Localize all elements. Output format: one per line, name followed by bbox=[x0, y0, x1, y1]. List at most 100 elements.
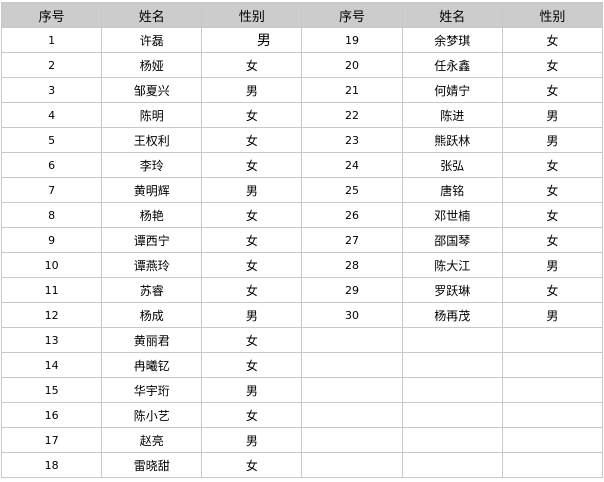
table-row: 5 王权利女 23 熊跃林男 bbox=[0, 127, 604, 153]
cell-gender: 女 bbox=[201, 102, 303, 128]
cell-number: 28 bbox=[301, 252, 403, 278]
cell-gender: 男 bbox=[501, 127, 604, 153]
header-name: 姓名 bbox=[101, 2, 203, 28]
cell-gender: 男 bbox=[501, 102, 604, 128]
table-row: 3 邹夏兴男 21 何婧宁女 bbox=[0, 77, 604, 103]
table-row: 8 杨艳女 26 邓世楠女 bbox=[0, 202, 604, 228]
table-row: 9 谭西宁女 27 邵国琴女 bbox=[0, 227, 604, 253]
cell-gender: 女 bbox=[501, 227, 604, 253]
cell-name: 陈进 bbox=[401, 102, 503, 128]
cell-gender: 女 bbox=[501, 202, 604, 228]
cell-number: 25 bbox=[301, 177, 403, 203]
cell-name: 邵国琴 bbox=[401, 227, 503, 253]
cell-name: 张弘 bbox=[401, 152, 503, 178]
cell-number: 10 bbox=[0, 252, 103, 278]
table-row: 18 雷晓甜女 bbox=[0, 452, 604, 478]
cell-number: 26 bbox=[301, 202, 403, 228]
cell-gender: 女 bbox=[201, 52, 303, 78]
cell-number: 6 bbox=[0, 152, 103, 178]
cell-gender: 男 bbox=[201, 427, 303, 453]
cell-gender: 女 bbox=[501, 177, 604, 203]
cell-number: 19 bbox=[301, 27, 403, 53]
cell-name: 唐铭 bbox=[401, 177, 503, 203]
cell-name: 陈大江 bbox=[401, 252, 503, 278]
cell-gender: 女 bbox=[201, 352, 303, 378]
cell-number: 17 bbox=[0, 427, 103, 453]
cell-number: 24 bbox=[301, 152, 403, 178]
cell-name bbox=[401, 402, 503, 428]
cell-name: 黄明辉 bbox=[101, 177, 203, 203]
cell-number bbox=[301, 402, 403, 428]
table-row: 4 陈明女 22 陈进男 bbox=[0, 102, 604, 128]
cell-number: 3 bbox=[0, 77, 103, 103]
cell-gender: 女 bbox=[501, 52, 604, 78]
cell-number: 11 bbox=[0, 277, 103, 303]
cell-name: 谭燕玲 bbox=[101, 252, 203, 278]
cell-number: 2 bbox=[0, 52, 103, 78]
cell-name: 杨成 bbox=[101, 302, 203, 328]
cell-name: 何婧宁 bbox=[401, 77, 503, 103]
cell-number: 23 bbox=[301, 127, 403, 153]
cell-name: 陈小艺 bbox=[101, 402, 203, 428]
table-row: 15 华宇珩男 bbox=[0, 377, 604, 403]
cell-gender bbox=[501, 377, 604, 403]
cell-name: 谭西宁 bbox=[101, 227, 203, 253]
cell-gender: 女 bbox=[201, 277, 303, 303]
cell-number: 29 bbox=[301, 277, 403, 303]
cell-gender: 女 bbox=[201, 327, 303, 353]
cell-number bbox=[301, 452, 403, 478]
cell-gender bbox=[501, 352, 604, 378]
cell-name: 冉曦钇 bbox=[101, 352, 203, 378]
table-row: 1 许磊男 19 余梦琪女 bbox=[0, 27, 604, 53]
cell-gender bbox=[501, 327, 604, 353]
cell-name: 许磊 bbox=[101, 27, 203, 53]
cell-name: 陈明 bbox=[101, 102, 203, 128]
cell-gender: 男 bbox=[201, 377, 303, 403]
table-row: 13 黄丽君女 bbox=[0, 327, 604, 353]
cell-number: 7 bbox=[0, 177, 103, 203]
header-number: 序号 bbox=[0, 2, 103, 28]
cell-number bbox=[301, 377, 403, 403]
cell-gender: 女 bbox=[201, 227, 303, 253]
cell-number: 9 bbox=[0, 227, 103, 253]
table-row: 2 杨娅女 20 任永鑫女 bbox=[0, 52, 604, 78]
table-row: 11 苏睿女 29 罗跃琳女 bbox=[0, 277, 604, 303]
cell-name: 杨娅 bbox=[101, 52, 203, 78]
cell-gender: 女 bbox=[201, 402, 303, 428]
cell-number: 14 bbox=[0, 352, 103, 378]
cell-name: 苏睿 bbox=[101, 277, 203, 303]
cell-gender: 女 bbox=[501, 77, 604, 103]
cell-number: 13 bbox=[0, 327, 103, 353]
cell-name: 余梦琪 bbox=[401, 27, 503, 53]
cell-name: 华宇珩 bbox=[101, 377, 203, 403]
cell-gender bbox=[501, 427, 604, 453]
table-row: 17 赵亮男 bbox=[0, 427, 604, 453]
cell-name bbox=[401, 452, 503, 478]
cell-name: 雷晓甜 bbox=[101, 452, 203, 478]
table-row: 14 冉曦钇女 bbox=[0, 352, 604, 378]
table-row: 16 陈小艺女 bbox=[0, 402, 604, 428]
cell-number: 8 bbox=[0, 202, 103, 228]
cell-gender: 女 bbox=[201, 152, 303, 178]
cell-name: 王权利 bbox=[101, 127, 203, 153]
cell-number: 5 bbox=[0, 127, 103, 153]
cell-gender: 男 bbox=[201, 302, 303, 328]
header-name: 姓名 bbox=[401, 2, 503, 28]
cell-gender bbox=[501, 452, 604, 478]
table-row: 6 李玲女 24 张弘女 bbox=[0, 152, 604, 178]
cell-number: 27 bbox=[301, 227, 403, 253]
cell-gender: 女 bbox=[201, 202, 303, 228]
cell-number: 18 bbox=[0, 452, 103, 478]
cell-name: 杨再茂 bbox=[401, 302, 503, 328]
cell-name: 黄丽君 bbox=[101, 327, 203, 353]
cell-gender: 女 bbox=[501, 27, 604, 53]
cell-gender: 女 bbox=[501, 277, 604, 303]
header-row: 序号 姓名 性别 序号 姓名 性别 bbox=[0, 2, 604, 28]
cell-number bbox=[301, 327, 403, 353]
cell-name bbox=[401, 327, 503, 353]
cell-number: 30 bbox=[301, 302, 403, 328]
cell-number: 21 bbox=[301, 77, 403, 103]
cell-name: 李玲 bbox=[101, 152, 203, 178]
cell-name bbox=[401, 352, 503, 378]
cell-name bbox=[401, 427, 503, 453]
